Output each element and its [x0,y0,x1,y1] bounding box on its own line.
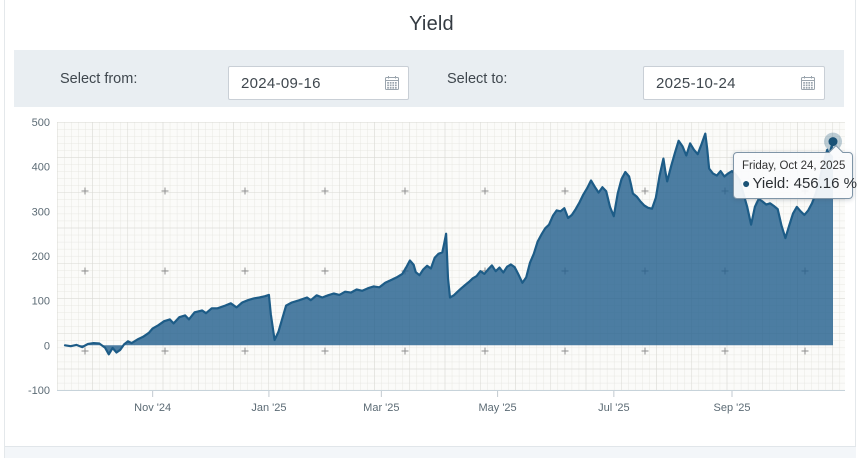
card-left-border [4,0,5,458]
series-bullet-icon: ● [742,175,751,191]
to-date-input[interactable] [643,66,825,100]
chart-canvas: Nov '24 Jan '25 Mar '25 May '25 Jul '25 Sep '… [28,117,845,414]
y-axis-label: 100 [32,296,50,308]
yield-line[interactable] [63,132,835,356]
x-axis-label: May '25 [479,402,517,414]
date-range-panel: Select from: Select to: [14,50,844,107]
y-axis-label: -100 [28,385,50,397]
yield-area-fill[interactable] [65,133,833,355]
y-axis-label: 0 [44,340,50,352]
x-axis-label: Sep '25 [714,402,751,414]
card-right-border [855,0,856,458]
page-title: Yield [409,13,454,35]
tooltip-value: ● Yield: 456.16 % [742,175,857,192]
next-section-edge [5,446,856,458]
select-from-label: Select from: [60,70,138,87]
x-axis-label: Nov '24 [134,402,171,414]
x-axis-label: Jan '25 [251,402,286,414]
tooltip-value-text: Yield: 456.16 % [752,175,857,192]
yield-area-chart[interactable]: Nov '24 Jan '25 Mar '25 May '25 Jul '25 Sep '… [0,110,863,450]
to-date-field [643,66,825,100]
calendar-icon[interactable] [800,75,816,91]
y-axis-label: 400 [32,162,50,174]
y-axis-label: 200 [32,251,50,263]
chart-tooltip: Friday, Oct 24, 2025 ● Yield: 456.16 % [733,144,857,199]
from-date-input[interactable] [228,66,409,100]
tooltip-date: Friday, Oct 24, 2025 [742,160,846,172]
last-point-marker[interactable] [828,137,838,147]
select-to-label: Select to: [447,70,508,87]
x-axis-label: Jul '25 [598,402,629,414]
y-axis-label: 300 [32,206,50,218]
calendar-icon[interactable] [384,75,400,91]
x-axis-label: Mar '25 [363,402,399,414]
y-axis-label: 500 [32,117,50,129]
from-date-field [228,66,409,100]
